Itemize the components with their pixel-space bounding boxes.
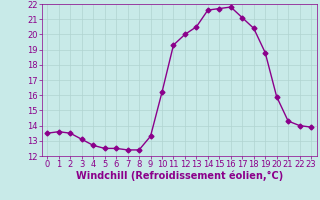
X-axis label: Windchill (Refroidissement éolien,°C): Windchill (Refroidissement éolien,°C) — [76, 171, 283, 181]
